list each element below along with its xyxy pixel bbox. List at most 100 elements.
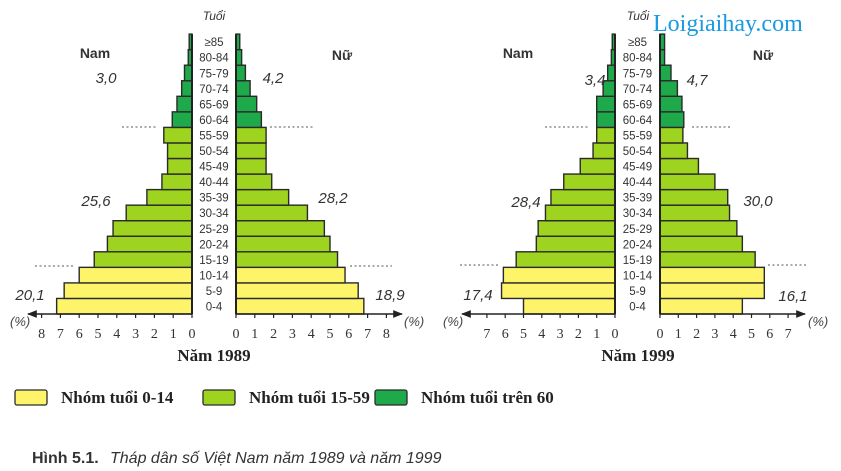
caption-text: Tháp dân số Việt Nam năm 1989 và năm 199… [110,450,442,467]
bar-female-59 [659,282,766,300]
bar-female-1519 [235,251,339,269]
bar-female-04 [235,297,365,315]
pyramid-1999: Tuổi Nam Nữ 0-45-910-1415-1920-2425-2930… [443,9,828,365]
annotation-male-60-plus: 3,4 [585,72,606,89]
age-label-8084: 80-84 [623,53,653,65]
male-label: Nam [80,45,110,61]
bar-female-3034 [235,204,309,222]
bar-male-5054 [166,142,193,160]
legend: Nhóm tuổi 0-14 Nhóm tuổi 15-59 Nhóm tuổi… [14,388,554,407]
bar-male-1014 [502,266,616,284]
bar-male-7579 [183,64,193,82]
tick-label-female-8: 8 [383,327,390,342]
tick-label-male-2: 2 [575,327,582,342]
bar-female-6569 [235,95,258,113]
bar-female-2024 [659,235,744,253]
bar-female-7579 [659,64,672,82]
bar-female-6064 [235,111,263,129]
age-label-6064: 60-64 [623,115,653,127]
tick-label-female-1: 1 [251,327,258,342]
tick-label-male-7: 7 [57,327,64,342]
bar-female-1519 [659,251,756,269]
bar-male-59 [63,282,193,300]
bar-male-6064 [596,111,616,129]
bar-male-2529 [112,219,193,237]
bar-female-5559 [235,126,267,144]
bar-male-4549 [166,157,193,175]
tick-label-female-7: 7 [785,327,792,342]
tick-label-male-6: 6 [502,327,509,342]
age-label-59: 5-9 [629,286,646,298]
tick-label-male-5: 5 [95,327,102,342]
tick-label-female-4: 4 [308,327,315,342]
bar-female-4044 [659,173,716,191]
bar-male-3034 [544,204,616,222]
bar-male-1519 [515,251,616,269]
tick-label-female-4: 4 [730,327,737,342]
age-label-4549: 45-49 [199,162,228,174]
age-label-1519: 15-19 [199,255,228,267]
annotation-male-0-14: 20,1 [14,287,44,304]
age-label-3034: 30-34 [623,208,653,220]
tick-label-female-5: 5 [327,327,334,342]
bar-male-7579 [606,64,616,82]
age-label-7074: 70-74 [199,84,229,96]
legend-swatch-60-plus [374,389,408,406]
age-label-6064: 60-64 [199,115,229,127]
age-label-3034: 30-34 [199,208,229,220]
bar-male-1014 [78,266,193,284]
annotation-male-15-59: 28,4 [510,194,540,211]
bar-male-5559 [596,126,616,144]
bar-female-7074 [235,80,251,98]
tick-label-female-0: 0 [657,327,664,342]
age-label-04: 0-4 [206,302,223,314]
tick-label-male-6: 6 [76,327,83,342]
tick-label-male-3: 3 [132,327,139,342]
male-label: Nam [503,45,533,61]
bar-female-3539 [659,188,729,206]
bar-male-6569 [596,95,616,113]
tick-label-male-4: 4 [538,327,545,342]
bar-female-59 [235,282,359,300]
watermark-text: Loigiaihay.com [653,11,803,37]
annotation-male-60-plus: 3,0 [96,70,118,87]
age-label-85: ≥85 [204,37,223,49]
tick-label-female-6: 6 [766,327,773,342]
bar-female-7074 [659,80,679,98]
annotation-female-15-59: 30,0 [743,193,773,210]
bar-male-2024 [106,235,193,253]
legend-item-60-plus: Nhóm tuổi trên 60 [374,388,554,407]
legend-item-15-59: Nhóm tuổi 15-59 [202,388,370,407]
x-axis-unit-right: (%) [404,314,424,329]
bar-female-2529 [235,219,326,237]
pyramid-title: Năm 1999 [601,346,674,365]
bar-female-1014 [235,266,346,284]
legend-item-0-14: Nhóm tuổi 0-14 [14,388,174,407]
legend-label-15-59: Nhóm tuổi 15-59 [249,388,370,407]
tick-label-female-3: 3 [289,327,296,342]
female-label: Nữ [753,47,774,63]
age-label-5054: 50-54 [199,146,229,158]
age-label-8084: 80-84 [199,53,229,65]
age-label-04: 0-4 [629,302,646,314]
bar-male-2529 [537,219,616,237]
bar-male-6569 [176,95,193,113]
bar-male-3539 [146,188,193,206]
bar-female-1014 [659,266,766,284]
bar-female-3539 [235,188,290,206]
age-label-1014: 10-14 [623,270,653,282]
age-label-7579: 75-79 [623,68,652,80]
age-label-4044: 40-44 [623,177,653,189]
bar-female-4044 [235,173,273,191]
bar-female-3034 [659,204,731,222]
x-axis-unit-left: (%) [10,314,30,329]
bar-male-5054 [592,142,616,160]
annotation-female-0-14: 18,9 [375,287,405,304]
bar-female-6064 [659,111,685,129]
age-label-6569: 65-69 [623,99,652,111]
tick-label-male-1: 1 [593,327,600,342]
age-label-59: 5-9 [206,286,223,298]
caption-label: Hình 5.1. [32,450,99,467]
tick-label-female-3: 3 [711,327,718,342]
